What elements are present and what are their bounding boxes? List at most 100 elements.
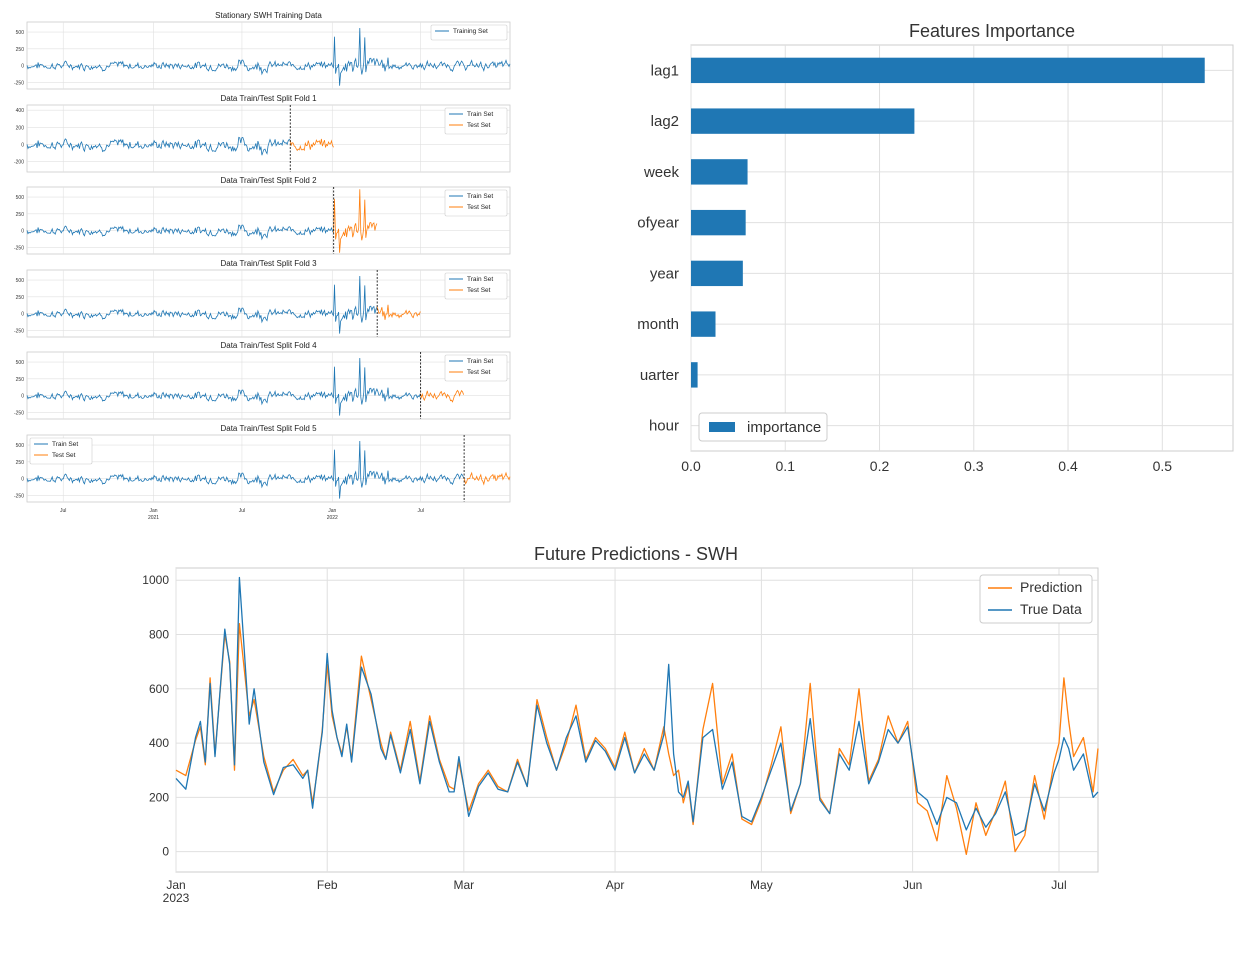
fold-y-tick-label: 500 [16,443,25,449]
fold-legend: Train Set Test Set [444,107,508,135]
train-series-line [26,27,511,86]
fold-legend-label: Test Set [52,452,76,459]
fold-legend: Training Set [430,24,508,41]
fold-y-tick-label: 250 [16,295,25,301]
y-tick-label: 1000 [142,573,169,587]
y-tick-label: year [650,265,679,282]
y-tick-label: hour [649,418,679,435]
x-tick-label: Jun [903,878,922,892]
y-tick-label: lag2 [651,113,679,130]
importance-bar [691,57,1205,84]
x-tick-label: Apr [606,878,625,892]
train-series-line [26,357,421,416]
fold-y-tick-label: 200 [16,125,25,131]
y-tick-label: 200 [149,790,169,804]
fold-panel-frame [26,269,511,338]
fold-legend-label: Train Set [52,441,78,448]
fold-y-tick-label: -250 [14,493,24,499]
fold-y-tick-label: -250 [14,80,24,86]
importance-bar [691,159,748,185]
fold-y-tick-label: 250 [16,377,25,383]
future-predictions-chart: Future Predictions - SWH 0 200 400 600 800 100… [142,544,1099,905]
y-tick-label: 0 [162,845,169,859]
fold-y-tick-label: 0 [21,477,24,483]
fold-panel: Data Train/Test Split Fold 5 500 250 0 -250 T… [14,424,511,503]
legend-label: True Data [1020,601,1082,617]
fold-x-tick-label: Jan [328,508,336,514]
fold-y-tick-label: 0 [21,143,24,149]
fold-legend: Train Set Test Set [444,272,508,300]
chart-title: Future Predictions - SWH [534,544,738,564]
fold-x-tick-label: Jul [417,508,423,514]
fold-panel: Data Train/Test Split Fold 4 500 250 0 -250 T… [14,341,511,420]
fold-panel-frame [26,104,511,173]
fold-y-tick-label: 500 [16,278,25,284]
fold-y-tick-label: 250 [16,47,25,53]
x-tick-label: 0.1 [776,458,796,474]
importance-bar [691,209,746,236]
importance-bar [691,311,716,337]
y-tick-label: month [637,316,679,333]
legend-box [979,574,1093,624]
chart-title: Features Importance [909,21,1075,41]
fold-panel-title: Data Train/Test Split Fold 5 [220,424,317,433]
fold-y-tick-label: -250 [14,328,24,334]
fold-legend-label: Test Set [467,369,491,376]
fold-y-tick-label: 500 [16,195,25,201]
fold-y-tick-label: -250 [14,410,24,416]
x-tick-label: May [750,878,773,892]
train-series-line [26,440,464,499]
fold-legend-label: Training Set [453,28,488,35]
legend-label: importance [747,419,821,436]
features-importance-chart: Features Importance 0.0 0.1 0.2 0.3 0.4 0.5 lag… [637,21,1234,474]
fold-panel-title: Data Train/Test Split Fold 4 [220,341,317,350]
fold-x-tick-year: 2022 [327,515,338,521]
y-tick-label: week [643,164,680,181]
fold-y-tick-label: 0 [21,229,24,235]
fold-y-tick-label: 0 [21,64,24,70]
fold-legend: Train Set Test Set [29,437,93,465]
fold-panel-title: Stationary SWH Training Data [215,11,322,20]
importance-bar [691,108,915,134]
test-series-line [333,189,378,253]
fold-legend-label: Test Set [467,287,491,294]
fold-legend-label: Train Set [467,111,493,118]
fold-panel-frame [26,21,511,90]
fold-panel-frame [26,434,511,503]
fold-legend-label: Train Set [467,193,493,200]
cv-folds-figure: Stationary SWH Training Data 500 250 0 -250 T… [14,11,511,521]
fold-y-tick-label: 0 [21,394,24,400]
x-tick-label: 0.0 [681,458,701,474]
x-tick-label: Feb [317,878,338,892]
fold-panel-title: Data Train/Test Split Fold 2 [220,176,317,185]
test-series-line [289,138,334,152]
fold-legend: Train Set Test Set [444,354,508,382]
fold-panel: Stationary SWH Training Data 500 250 0 -250 T… [14,11,511,90]
train-series-line [26,275,378,334]
fold-legend-box [430,24,508,41]
fold-panel: Data Train/Test Split Fold 3 500 250 0 -250 T… [14,259,511,338]
fold-y-tick-label: 250 [16,460,25,466]
true-data-series-line [175,576,1099,837]
y-tick-label: 800 [149,628,169,642]
x-tick-label: Jan [166,878,185,892]
legend-label: Prediction [1020,579,1082,595]
fold-panel-title: Data Train/Test Split Fold 1 [220,94,317,103]
fold-y-tick-label: 400 [16,108,25,114]
y-tick-label: 600 [149,682,169,696]
y-tick-label: uarter [640,367,679,384]
y-tick-label: 400 [149,736,169,750]
importance-bar [691,362,698,388]
plot-frame [690,44,1234,452]
y-tick-label: ofyear [637,215,679,232]
test-series-line [463,471,511,486]
fold-y-tick-label: 500 [16,30,25,36]
x-tick-label: Jul [1051,878,1066,892]
fold-panel-frame [26,351,511,420]
test-series-line [419,389,464,403]
train-series-line [26,136,291,156]
legend-box [698,412,828,442]
fold-legend-label: Test Set [467,122,491,129]
fold-panel-frame [26,186,511,255]
fold-x-tick-year: 2021 [148,515,159,521]
